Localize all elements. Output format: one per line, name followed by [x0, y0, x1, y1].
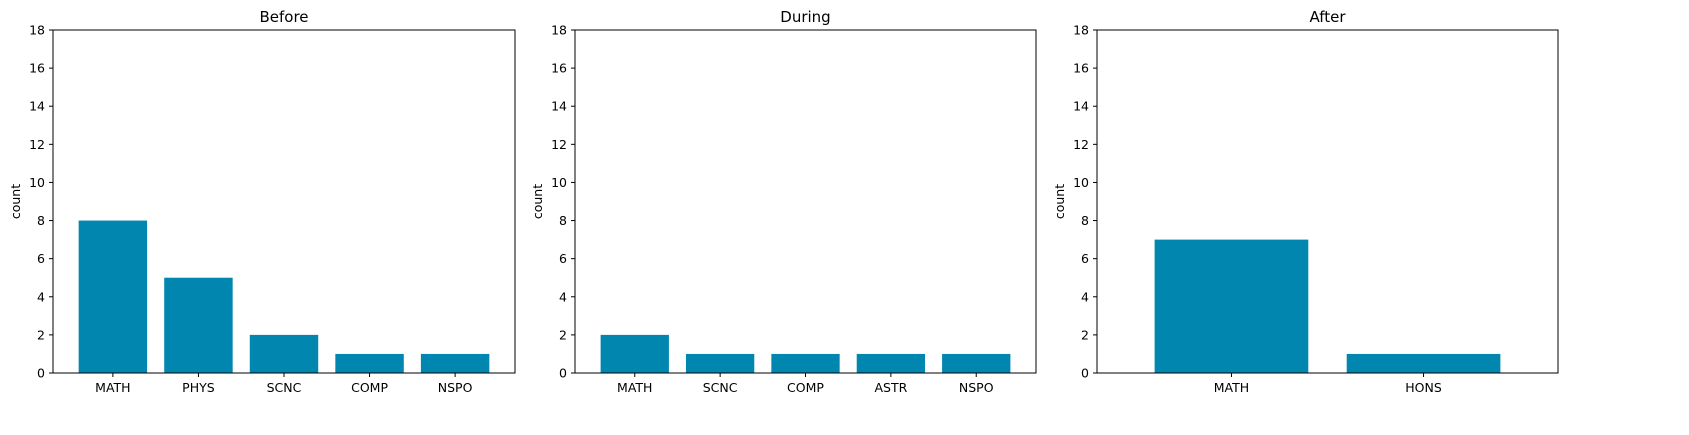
bar-comp	[335, 353, 404, 373]
panel-before: Before count 0 2 4 6 8 10 12 14 16 18 MATH PHYS SCNC…	[8, 8, 516, 395]
bar-astr	[856, 353, 926, 373]
bar-math	[78, 220, 148, 373]
y-tick-label: 8	[559, 213, 567, 228]
y-tick-label: 0	[559, 366, 567, 381]
panel-after: After count 0 2 4 6 8 10 12 14 16 18 MATH HONS	[1052, 8, 1559, 395]
y-tick-label: 2	[1081, 327, 1089, 342]
y-tick-label: 10	[29, 175, 45, 190]
x-tick-label: NSPO	[959, 380, 994, 395]
x-tick-label: MATH	[95, 380, 130, 395]
bar-nspo	[420, 353, 490, 373]
y-tick-label: 4	[1081, 289, 1089, 304]
plot-frame	[574, 29, 1037, 374]
y-axis-label: count	[530, 184, 545, 219]
x-tick-label: NSPO	[438, 380, 473, 395]
y-tick-label: 8	[1081, 213, 1089, 228]
y-tick-label: 0	[37, 366, 45, 381]
panel-title: During	[780, 8, 830, 26]
x-tick-label: MATH	[617, 380, 652, 395]
x-tick-label: COMP	[351, 380, 388, 395]
x-tick-label: MATH	[1214, 380, 1249, 395]
y-tick-label: 12	[551, 137, 567, 152]
y-tick-label: 14	[551, 99, 567, 114]
y-tick-label: 14	[29, 99, 45, 114]
y-axis-label: count	[8, 184, 23, 219]
y-tick-label: 18	[29, 23, 45, 38]
bar-math	[600, 334, 669, 373]
y-tick-label: 16	[1073, 61, 1089, 76]
x-tick-label: HONS	[1405, 380, 1442, 395]
y-tick-label: 4	[37, 289, 45, 304]
bar-comp	[771, 353, 840, 373]
x-tick-label: ASTR	[874, 380, 907, 395]
y-tick-label: 2	[37, 327, 45, 342]
y-tick-label: 6	[559, 251, 567, 266]
y-tick-label: 10	[1073, 175, 1089, 190]
bar-hons	[1346, 353, 1501, 373]
y-tick-label: 10	[551, 175, 567, 190]
y-tick-label: 0	[1081, 366, 1089, 381]
bar-scnc	[685, 353, 755, 373]
bar-math	[1154, 239, 1309, 373]
y-tick-label: 18	[551, 23, 567, 38]
y-tick-label: 8	[37, 213, 45, 228]
y-tick-label: 6	[1081, 251, 1089, 266]
panel-title: Before	[259, 8, 308, 26]
x-tick-label: COMP	[787, 380, 824, 395]
x-tick-label: PHYS	[182, 380, 215, 395]
plot-frame	[1096, 29, 1559, 374]
y-tick-label: 12	[1073, 137, 1089, 152]
x-tick-label: SCNC	[703, 380, 738, 395]
panel-title: After	[1309, 8, 1346, 26]
y-tick-label: 16	[551, 61, 567, 76]
bar-phys	[164, 277, 233, 373]
y-axis-label: count	[1052, 184, 1067, 219]
x-tick-label: SCNC	[267, 380, 302, 395]
y-tick-label: 16	[29, 61, 45, 76]
y-tick-label: 12	[29, 137, 45, 152]
bar-nspo	[942, 353, 1011, 373]
y-tick-label: 14	[1073, 99, 1089, 114]
y-tick-label: 6	[37, 251, 45, 266]
panel-during: During count 0 2 4 6 8 10 12 14 16 18 MATH SCNC COMP…	[530, 8, 1037, 395]
y-tick-label: 4	[559, 289, 567, 304]
y-tick-label: 2	[559, 327, 567, 342]
bar-scnc	[249, 334, 319, 373]
y-tick-label: 18	[1073, 23, 1089, 38]
